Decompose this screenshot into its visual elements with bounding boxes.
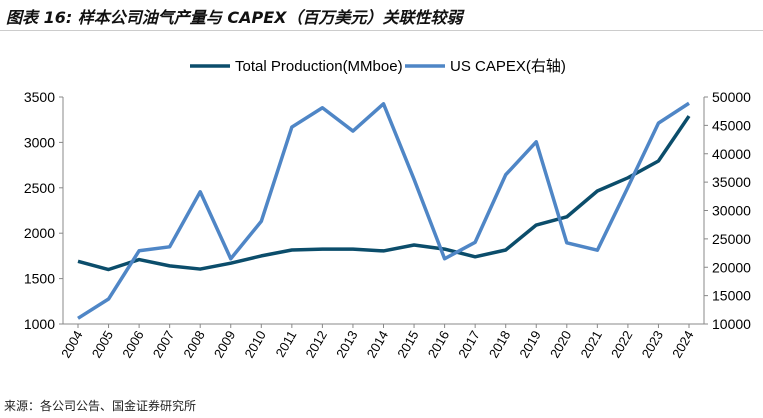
x-tick-label: 2023 <box>639 328 666 361</box>
chart-title: 图表 16: 样本公司油气产量与 CAPEX（百万美元）关联性较弱 <box>6 8 463 27</box>
series-line-capex <box>77 101 690 320</box>
y-tick-label: 2000 <box>24 225 55 241</box>
y2-tick-label: 30000 <box>712 203 751 219</box>
x-tick-label: 2017 <box>455 328 482 361</box>
y2-tick-label: 15000 <box>712 288 751 304</box>
x-tick-label: 2019 <box>516 328 543 361</box>
x-tick-label: 2011 <box>272 328 299 360</box>
x-tick-label: 2004 <box>58 328 85 361</box>
x-tick-label: 2015 <box>394 328 421 361</box>
y-tick-label: 1500 <box>24 271 55 287</box>
y2-tick-label: 45000 <box>712 117 751 133</box>
x-tick-label: 2021 <box>577 328 604 361</box>
x-tick-label: 2024 <box>669 328 696 361</box>
x-tick-label: 2007 <box>150 328 177 361</box>
x-tick-label: 2005 <box>89 328 116 361</box>
source-note: 来源：各公司公告、国金证券研究所 <box>4 399 197 413</box>
y-tick-label: 3500 <box>24 89 55 105</box>
y2-tick-label: 20000 <box>712 259 751 275</box>
x-tick-label: 2010 <box>241 328 268 361</box>
x-tick-label: 2014 <box>364 328 391 361</box>
title-divider <box>0 30 763 31</box>
x-tick-label: 2013 <box>333 328 360 361</box>
x-tick-label: 2020 <box>547 328 574 361</box>
x-tick-label: 2008 <box>180 328 207 361</box>
y2-tick-label: 35000 <box>712 174 751 190</box>
y2-tick-label: 50000 <box>712 89 751 105</box>
x-tick-label: 2009 <box>211 328 238 361</box>
y-tick-label: 3000 <box>24 134 55 150</box>
x-tick-label: 2018 <box>486 328 513 361</box>
y2-tick-label: 10000 <box>712 316 751 332</box>
x-tick-label: 2012 <box>303 328 330 361</box>
legend-label: Total Production(MMboe) <box>235 58 403 75</box>
y-tick-label: 2500 <box>24 180 55 196</box>
y-tick-label: 1000 <box>24 316 55 332</box>
y2-tick-label: 25000 <box>712 231 751 247</box>
y2-tick-label: 40000 <box>712 146 751 162</box>
x-tick-label: 2006 <box>119 328 146 361</box>
x-tick-label: 2016 <box>425 328 452 361</box>
x-tick-label: 2022 <box>608 328 635 361</box>
legend-label: US CAPEX(右轴) <box>450 58 566 75</box>
